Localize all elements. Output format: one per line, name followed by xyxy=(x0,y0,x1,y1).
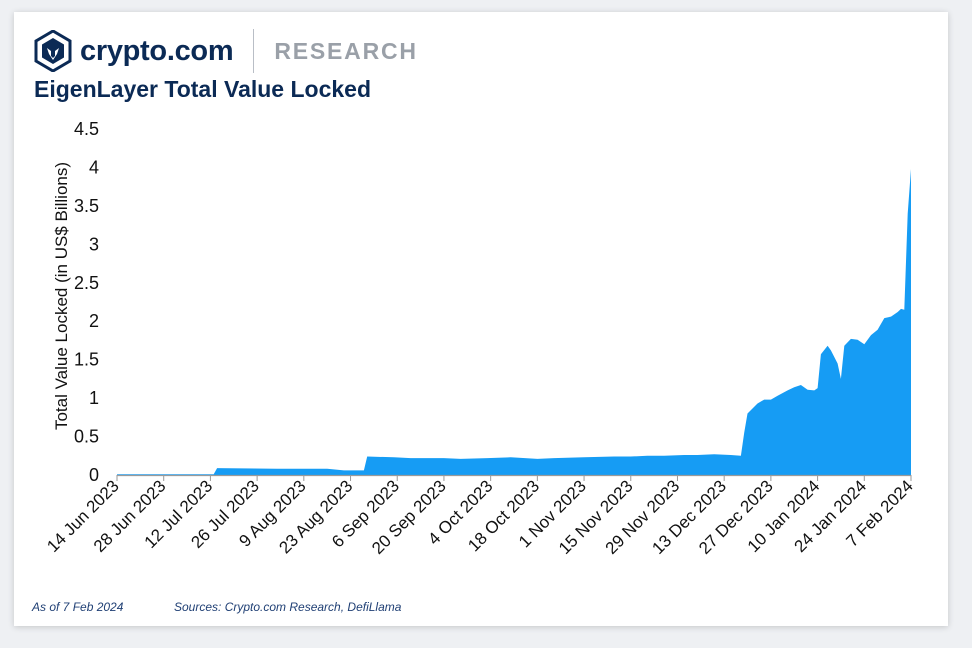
sources-note: Sources: Crypto.com Research, DefiLlama xyxy=(174,600,402,614)
as-of-note: As of 7 Feb 2024 xyxy=(32,600,124,614)
y-tick-label: 1.5 xyxy=(74,350,99,370)
tvl-area-series xyxy=(117,169,911,475)
y-tick-label: 4.5 xyxy=(74,119,99,139)
y-tick-label: 3 xyxy=(89,234,99,254)
y-tick-label: 1 xyxy=(89,388,99,408)
brand-header: crypto.com RESEARCH xyxy=(34,28,418,74)
y-tick-label: 4 xyxy=(89,157,99,177)
y-tick-label: 2 xyxy=(89,311,99,331)
brand-name: crypto.com xyxy=(80,34,234,67)
y-tick-label: 3.5 xyxy=(74,196,99,216)
chart-title: EigenLayer Total Value Locked xyxy=(34,76,372,102)
chart-card xyxy=(14,12,948,626)
y-tick-label: 2.5 xyxy=(74,273,99,293)
crypto-com-lion-shield-icon xyxy=(34,30,72,72)
brand-divider xyxy=(253,29,255,73)
y-tick-label: 0 xyxy=(89,465,99,485)
brand-section: RESEARCH xyxy=(274,37,418,64)
y-tick-label: 0.5 xyxy=(74,427,99,447)
